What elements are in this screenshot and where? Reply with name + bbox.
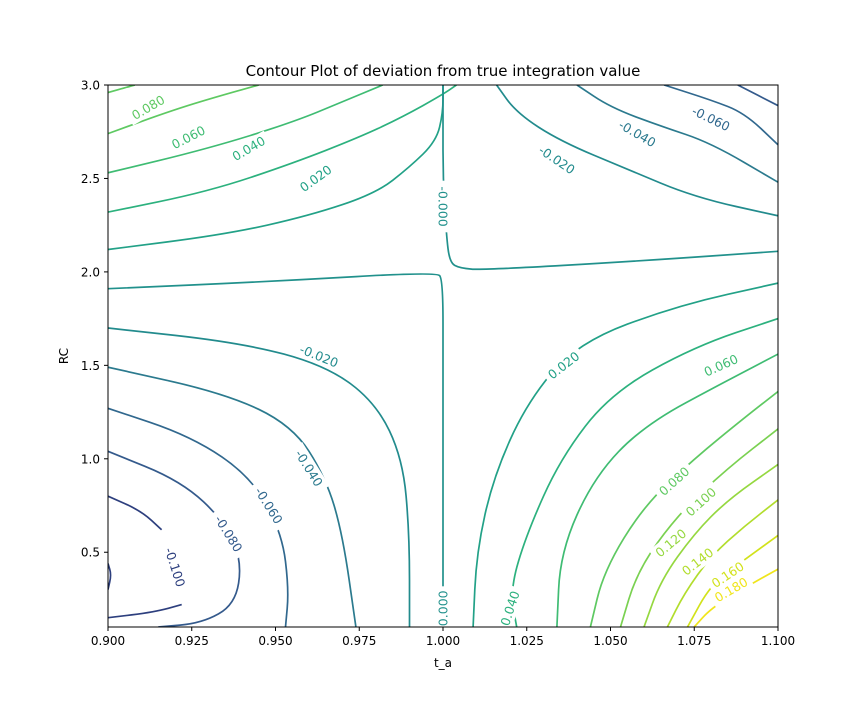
contour-line	[108, 603, 182, 619]
x-tick-label: 1.025	[510, 634, 544, 648]
y-tick-label: 2.0	[81, 265, 100, 279]
y-tick-label: 1.0	[81, 452, 100, 466]
contour-line	[108, 85, 136, 94]
contour-label: -0.060	[690, 103, 733, 134]
contour-line	[108, 85, 457, 213]
contour-line	[556, 353, 778, 627]
contour-line	[108, 495, 163, 531]
x-axis-ticks: 0.900 0.925 0.950 0.975 1.000 1.025 1.050 1.075…	[91, 627, 795, 648]
x-tick-label: 0.925	[175, 634, 209, 648]
contour-line	[619, 428, 778, 627]
contour-label: 0.060	[169, 122, 208, 152]
x-tick-label: 1.000	[426, 634, 460, 648]
contour-line	[737, 85, 778, 107]
y-axis-label: RC	[57, 348, 71, 364]
contour-line	[108, 366, 357, 627]
y-tick-label: 1.5	[81, 359, 100, 373]
chart-title: Contour Plot of deviation from true inte…	[246, 62, 641, 80]
y-axis-ticks: 0.5 1.0 1.5 2.0 2.5 3.0	[81, 79, 108, 560]
contour-line	[663, 85, 778, 146]
x-tick-label: 0.900	[91, 634, 125, 648]
x-tick-label: 0.975	[342, 634, 376, 648]
contour-label: 0.120	[652, 526, 689, 561]
contour-line	[495, 85, 778, 217]
contour-line	[108, 85, 259, 135]
contour-line	[108, 450, 241, 627]
x-tick-label: 1.050	[593, 634, 627, 648]
x-tick-label: 0.950	[258, 634, 292, 648]
contour-label: 0.080	[656, 464, 693, 499]
contour-line	[511, 317, 778, 627]
contour-line	[576, 85, 778, 183]
contour-line	[108, 273, 444, 627]
contour-line	[108, 85, 444, 251]
contour-label: 0.040	[497, 589, 522, 628]
contour-line	[108, 407, 289, 627]
contour-line	[643, 463, 778, 627]
y-tick-label: 0.5	[81, 546, 100, 560]
contour-label: -0.100	[162, 546, 189, 589]
contour-label: -0.000	[436, 186, 451, 226]
contour-line	[108, 85, 384, 174]
contour-label: 0.020	[545, 348, 582, 382]
contour-label: -0.020	[536, 142, 578, 177]
contour-line	[472, 282, 778, 627]
y-tick-label: 3.0	[81, 79, 100, 93]
contour-line	[108, 563, 112, 590]
x-tick-label: 1.075	[677, 634, 711, 648]
contour-line	[442, 85, 778, 271]
contour-label: 0.040	[229, 133, 268, 164]
contour-label: 0.000	[436, 590, 451, 626]
y-tick-label: 2.5	[81, 172, 100, 186]
contour-line	[108, 327, 411, 627]
x-axis-label: t_a	[434, 656, 452, 670]
contour-label: 0.060	[702, 351, 741, 379]
x-tick-label: 1.100	[761, 634, 795, 648]
